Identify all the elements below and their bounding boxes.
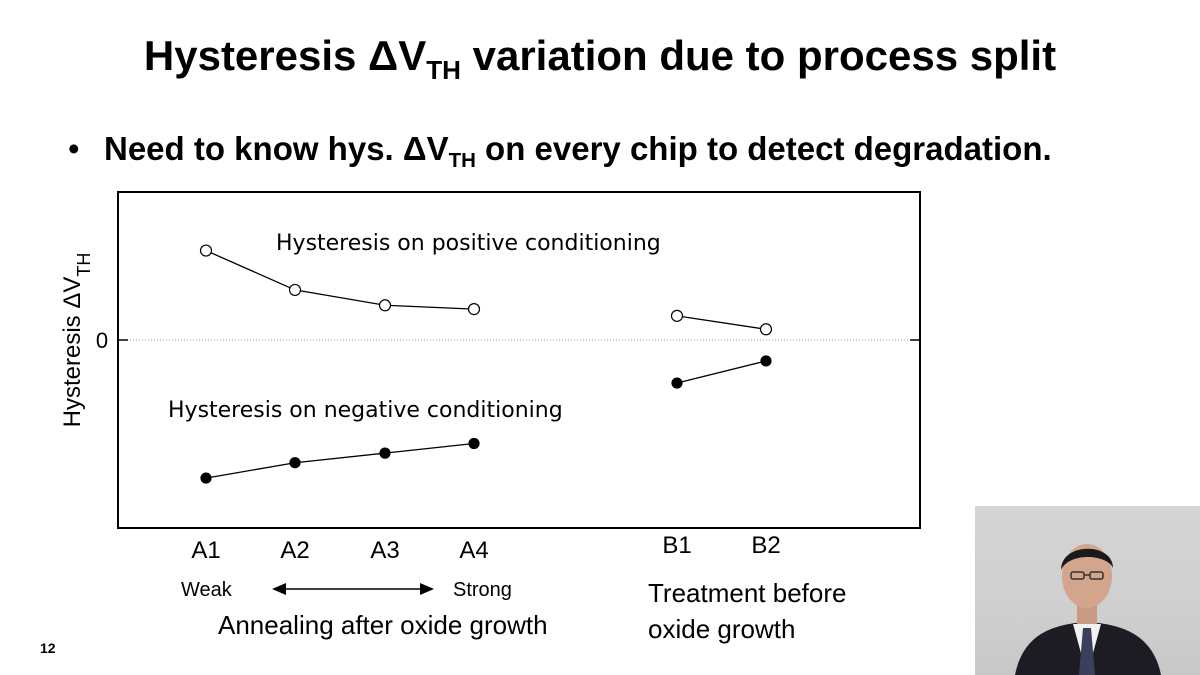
series-1-point-a3 [379, 447, 391, 459]
x-tick-label-b1: B1 [662, 532, 691, 559]
title-subscript: TH [426, 55, 461, 86]
y-axis-label-prefix: Hysteresis ΔV [59, 277, 86, 428]
plot-frame [117, 191, 921, 529]
series-0-line-group-1 [676, 315, 767, 330]
title-prefix: Hysteresis ΔV [143, 32, 427, 79]
y-axis-label: Hysteresis ΔVTH [59, 253, 94, 428]
series-0-point-a3 [378, 299, 392, 312]
series-0-point-a1 [199, 244, 213, 257]
slide-title: Hysteresis ΔVTH variation due to process… [0, 32, 1200, 86]
group-b-caption-line2: oxide growth [648, 614, 795, 644]
series-1-line-group-1 [676, 360, 767, 384]
double-arrow-icon [272, 583, 434, 595]
x-tick-label-a4: A4 [459, 537, 488, 564]
series-0-line-group-0 [205, 249, 475, 310]
x-tick-label-a2: A2 [280, 537, 309, 564]
series-0-point-b2 [759, 323, 773, 336]
series-0-point-a2 [288, 283, 302, 297]
x-tick-label-b2: B2 [751, 532, 780, 559]
strong-label: Strong [453, 579, 512, 601]
series-label-negative: Hysteresis on negative conditioning [168, 398, 563, 423]
weak-label: Weak [181, 579, 233, 601]
series-1-point-a2 [289, 457, 301, 469]
series-layer [199, 244, 773, 484]
group-a-caption: Annealing after oxide growth [218, 610, 548, 640]
y-zero-label: 0 [96, 328, 108, 353]
group-b-caption-line1: Treatment before [648, 578, 846, 608]
series-0-point-a4 [467, 303, 481, 316]
series-0-point-b1 [670, 309, 684, 322]
x-tick-label-a1: A1 [191, 537, 220, 564]
series-1-point-b2 [760, 355, 772, 367]
presenter-video-icon [975, 506, 1200, 675]
bullet-prefix: Need to know hys. ΔV [104, 130, 449, 167]
y-axis-label-subscript: TH [74, 253, 94, 277]
series-1-line-group-0 [205, 442, 475, 479]
series-1-point-a4 [468, 437, 480, 450]
bullet-dot-icon: • [68, 130, 80, 167]
title-suffix: variation due to process split [460, 32, 1057, 79]
bullet-point: • Need to know hys. ΔVTH on every chip to… [68, 130, 1052, 173]
slide-number: 12 [40, 640, 56, 656]
x-tick-label-a3: A3 [370, 537, 399, 564]
presenter-figure-icon [1015, 544, 1161, 675]
bullet-subscript: TH [448, 149, 476, 173]
series-1-point-a1 [200, 472, 212, 484]
x-tick-labels: A1 A2 A3 A4 B1 B2 [191, 532, 780, 564]
series-label-positive: Hysteresis on positive conditioning [276, 231, 661, 256]
series-1-point-b1 [671, 377, 683, 389]
bullet-suffix: on every chip to detect degradation. [475, 130, 1052, 167]
